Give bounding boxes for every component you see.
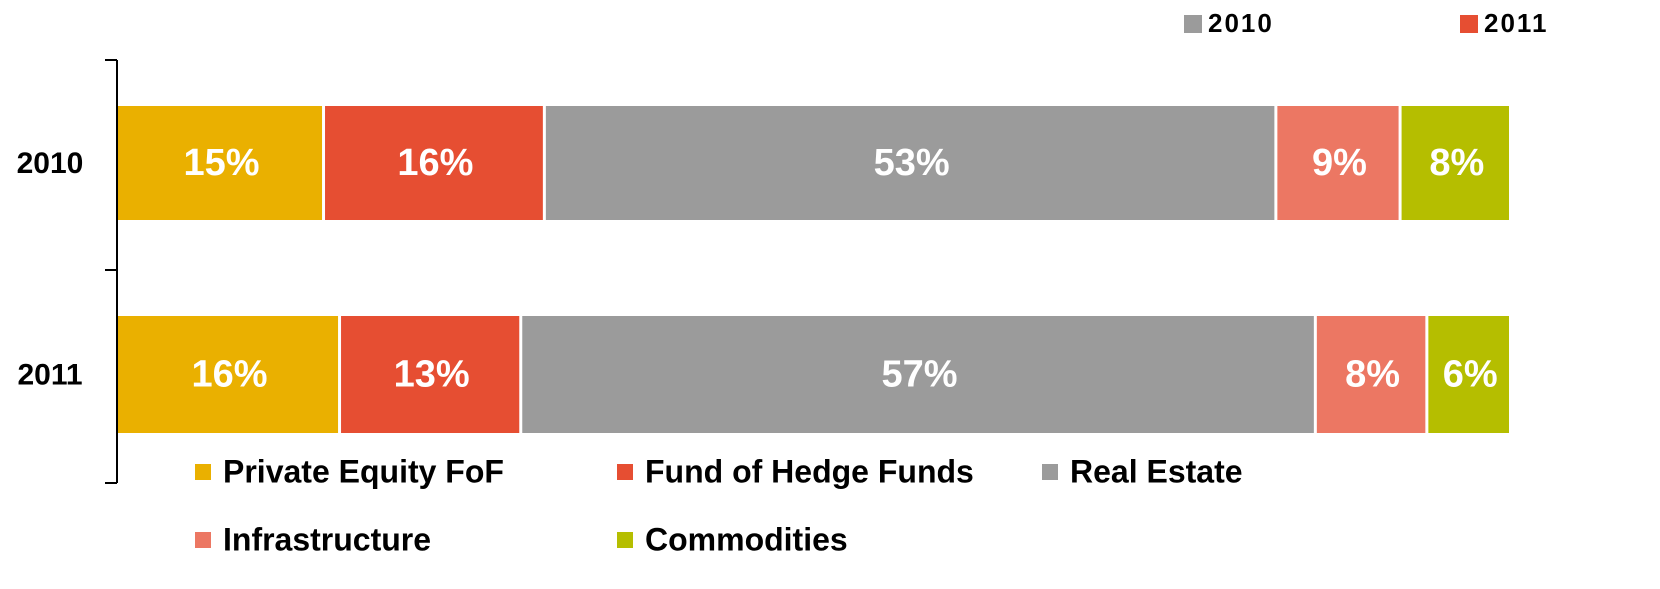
value-label: 57% — [882, 354, 958, 396]
value-label: 6% — [1443, 354, 1498, 396]
bar-segment — [118, 106, 323, 220]
bar-segment — [341, 316, 520, 433]
value-label: 16% — [397, 142, 473, 184]
legend-swatch — [1460, 15, 1478, 33]
bar-segment — [325, 106, 543, 220]
legend-label: Real Estate — [1070, 453, 1243, 489]
legend-swatch — [1042, 464, 1058, 480]
legend-label: 2010 — [1208, 8, 1274, 38]
value-label: 15% — [183, 142, 259, 184]
bar-segment — [1428, 316, 1509, 433]
value-label: 13% — [394, 354, 470, 396]
legend-label: 2011 — [1484, 8, 1548, 38]
bar-segment — [1401, 106, 1509, 220]
bar-segment — [1316, 316, 1426, 433]
y-tick-label: 2011 — [17, 358, 82, 391]
value-label: 16% — [191, 354, 267, 396]
legend-swatch — [617, 532, 633, 548]
bar-segment — [522, 316, 1314, 433]
legend-label: Fund of Hedge Funds — [645, 453, 974, 489]
legend-label: Commodities — [645, 521, 848, 557]
value-label: 8% — [1345, 354, 1400, 396]
y-tick-label: 2010 — [17, 147, 84, 180]
legend-swatch — [617, 464, 633, 480]
value-label: 8% — [1429, 142, 1484, 184]
bar-segment — [1277, 106, 1399, 220]
legend-swatch — [195, 464, 211, 480]
value-label: 9% — [1312, 142, 1367, 184]
legend-label: Infrastructure — [223, 521, 431, 557]
legend-swatch — [195, 532, 211, 548]
bar-segment — [545, 106, 1275, 220]
value-label: 53% — [874, 142, 950, 184]
legend-label: Private Equity FoF — [223, 453, 504, 489]
bar-segment — [118, 316, 339, 433]
legend-swatch — [1184, 15, 1202, 33]
